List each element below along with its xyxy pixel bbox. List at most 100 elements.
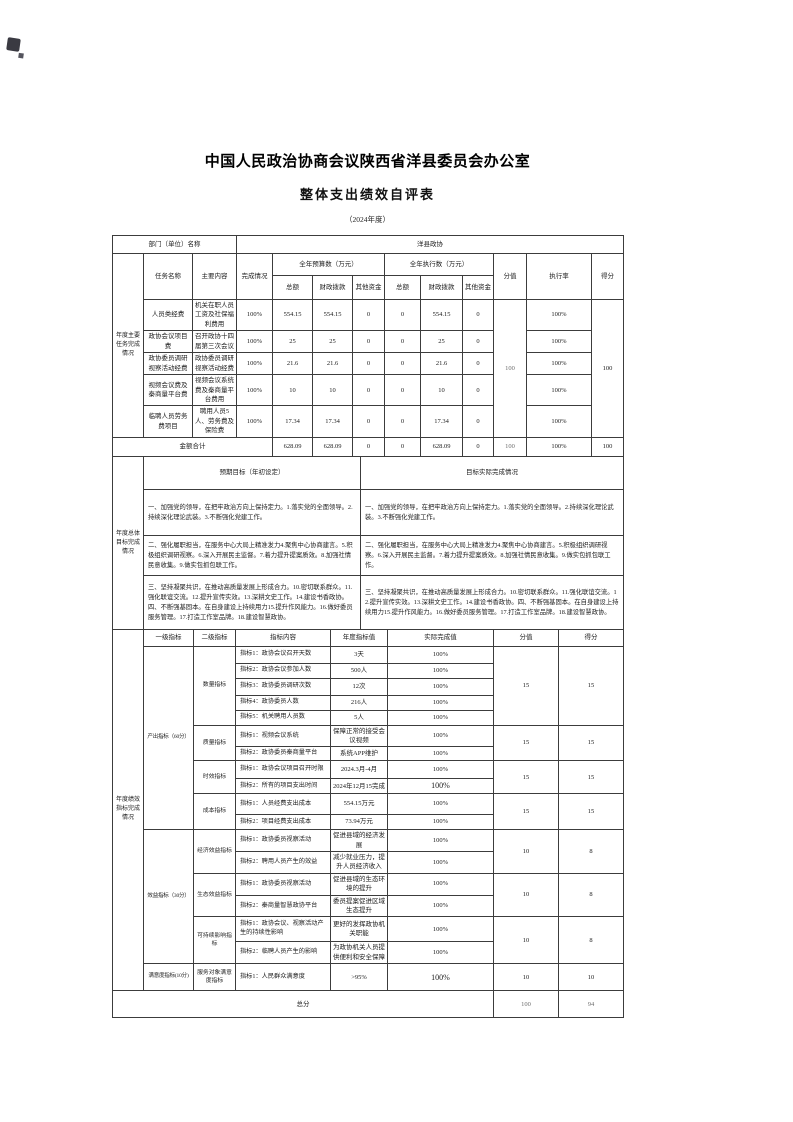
goals-header-row: 年度总体目标完成情况 预期目标（年初设定） 目标实际完成情况 <box>112 456 624 631</box>
task-name-cell: 临聘人员劳务费项目 <box>143 405 193 438</box>
indicator-actual-cell: 100% <box>387 724 494 748</box>
grand-total-score: 94 <box>558 990 624 1019</box>
expected-goal-text: 三、坚持凝聚共识，在推动高质量发展上形成合力。10.密切联系群众。11.强化联谊… <box>143 575 361 631</box>
task-completion-cell: 100% <box>236 352 273 376</box>
level2-ecological-benefit: 生态效益指标 <box>193 872 236 918</box>
section-label-goals: 年度总体目标完成情况 <box>112 456 144 631</box>
col-header-exec-rate: 执行率 <box>526 253 592 300</box>
indicator-actual-cell: 100% <box>387 894 494 918</box>
level2-service-satisfaction: 服务对象满意度指标 <box>193 963 236 992</box>
col-header-level1: 一级指标 <box>143 628 194 647</box>
actual-completion-text: 一、加强党的领导，在把牢政治方向上保持定力。1.落实党的全面领导。2.持续深化理… <box>360 489 624 537</box>
expected-goal-text: 一、加强党的领导，在把牢政治方向上保持定力。1.落实党的全面领导。2.持续深化理… <box>143 489 361 537</box>
col-header-exec-total: 总额 <box>384 275 421 300</box>
exec-total-cell: 0 <box>384 298 421 332</box>
indicator-actual-cell: 100% <box>387 645 494 664</box>
level2-cost-indicators: 成本指标 <box>193 793 236 831</box>
task-name-cell: 视频会议费及秦商量平台费 <box>143 374 193 407</box>
budget-other-cell: 0 <box>352 374 385 407</box>
exec-fiscal-cell: 628.09 <box>420 436 463 458</box>
task-row: 政协委员调研视察活动经费 政协委员调研视察活动经费 100% 21.6 21.6… <box>113 352 624 376</box>
indicator-actual-cell: 100% <box>387 916 494 943</box>
exec-rate-cell: 100% <box>526 405 592 438</box>
actual-completion-text: 二、强化履职担当，在服务中心大局上精准发力4.聚焦中心协商建言。5.积极组织调研… <box>360 535 624 577</box>
indicator-target-cell: >95% <box>330 963 388 992</box>
expected-goal-text: 二、强化履职担当，在服务中心大局上精准发力4.聚焦中心协商建言。5.积极组织调研… <box>143 535 361 577</box>
level1-output-indicators: 产出指标（60分） <box>143 645 194 831</box>
col-header-budget-group: 全年预算数（万元） <box>272 253 385 276</box>
budget-other-cell: 0 <box>352 352 385 376</box>
budget-total-cell: 10 <box>272 374 313 407</box>
indicator-content-cell: 指标2：所有的项目支出时间 <box>235 778 331 795</box>
task-name-cell: 政协委员调研视察活动经费 <box>143 352 193 376</box>
grand-total-row: 总分 100 94 <box>112 990 624 1019</box>
indicator-row: 效益指标（30分） 经济效益指标 指标1：政协委员视察活动 促进县域的经济发展 … <box>113 829 624 965</box>
tasks-total-label: 金额合计 <box>112 436 273 458</box>
indicators-table: 年度绩效指标完成情况 一级指标 二级指标 指标内容 年度指标值 实际完成值 分值… <box>112 628 624 1019</box>
score-value-cell: 10 <box>493 829 559 874</box>
indicator-target-cell: 216人 <box>330 694 388 711</box>
indicator-content-cell: 指标1：人民群众满意度 <box>235 963 331 992</box>
indicator-content-cell: 指标1：政协会议召开天数 <box>235 645 331 664</box>
task-row: 人员类经费 机关在职人员工资及社保福利费用 100% 554.15 554.15… <box>113 298 625 438</box>
indicator-content-cell: 指标2：聘用人员产生的效益 <box>235 850 331 874</box>
dept-row: 部门（单位）名称 洋县政协 <box>112 235 625 254</box>
exec-rate-cell: 100% <box>526 330 592 354</box>
task-content-cell: 召开政协十四届第三次会议 <box>192 330 237 354</box>
budget-total-cell: 628.09 <box>272 436 313 458</box>
indicator-content-cell: 指标4：政协委员人数 <box>235 694 331 711</box>
indicator-actual-cell: 100% <box>387 746 494 762</box>
indicator-content-cell: 指标1：视频会议系统 <box>235 724 331 748</box>
col-header-actual-value: 实际完成值 <box>387 628 494 647</box>
indicator-row: 产出指标（60分） 数量指标 指标1：政协会议召开天数 3天 100% 15 1… <box>113 645 624 831</box>
col-header-target-value: 年度指标值 <box>330 628 388 647</box>
exec-rate-cell: 100% <box>526 374 592 407</box>
indicator-target-cell: 为政协机关人员提供便利和安全保障 <box>330 941 388 965</box>
dept-name-value: 洋县政协 <box>235 235 625 254</box>
score-cell: 8 <box>558 829 624 874</box>
indicator-target-cell: 554.15万元 <box>330 793 388 816</box>
exec-other-cell: 0 <box>462 436 494 458</box>
task-content-cell: 机关在职人员工资及社保福利费用 <box>192 298 237 332</box>
indicator-target-cell: 更好的发挥政协机关职能 <box>330 916 388 943</box>
exec-fiscal-cell: 25 <box>420 330 463 354</box>
budget-fiscal-cell: 17.34 <box>312 405 353 438</box>
indicator-actual-cell: 100% <box>387 694 494 711</box>
budget-other-cell: 0 <box>352 405 385 438</box>
col-header-score: 得分 <box>558 628 624 647</box>
exec-other-cell: 0 <box>462 352 494 376</box>
goal-row: 二、强化履职担当，在服务中心大局上精准发力4.聚焦中心协商建言。5.积极组织调研… <box>113 535 624 577</box>
budget-total-cell: 554.15 <box>272 298 313 332</box>
score-cell: 15 <box>558 793 624 831</box>
indicator-actual-cell: 100% <box>387 829 494 852</box>
indicator-actual-cell: 100% <box>387 677 494 696</box>
dept-name-label: 部门（单位）名称 <box>112 235 237 254</box>
indicator-target-cell: 委员提案促进区域生态提升 <box>330 894 388 918</box>
indicator-content-cell: 指标2：政协委员秦商量平台 <box>235 746 331 762</box>
indicator-target-cell: 系统APP维护 <box>330 746 388 762</box>
task-completion-cell: 100% <box>236 374 273 407</box>
indicator-target-cell: 5人 <box>330 709 388 726</box>
tasks-total-score: 100 <box>590 436 625 458</box>
indicator-actual-cell: 100% <box>387 793 494 816</box>
col-header-completion: 完成情况 <box>236 253 273 300</box>
task-row: 政协会议项目费 召开政协十四届第三次会议 100% 25 25 0 0 25 0… <box>113 330 624 354</box>
exec-rate-cell: 100% <box>526 352 592 376</box>
org-title: 中国人民政治协商会议陕西省洋县委员会办公室 <box>204 153 531 170</box>
exec-fiscal-cell: 10 <box>420 374 463 407</box>
indicator-row: 指标2：聘用人员产生的效益 减少就业压力，提升人员经济收入 100% <box>113 850 624 874</box>
budget-fiscal-cell: 21.6 <box>312 352 353 376</box>
task-completion-cell: 100% <box>236 330 273 354</box>
indicator-target-cell: 3天 <box>330 645 388 664</box>
indicator-content-cell: 指标1：人员经费支出成本 <box>235 793 331 816</box>
indicator-actual-cell: 100% <box>387 963 494 992</box>
grand-total-label: 总分 <box>112 990 494 1019</box>
score-value-cell: 15 <box>493 724 559 762</box>
task-completion-cell: 100% <box>236 298 273 332</box>
goal-row: 一、加强党的领导，在把牢政治方向上保持定力。1.落实党的全面领导。2.持续深化理… <box>113 489 624 537</box>
section-label-indicators: 年度绩效指标完成情况 <box>112 628 144 992</box>
indicator-target-cell: 促进县域的经济发展 <box>330 829 388 852</box>
exec-total-cell: 0 <box>384 374 421 407</box>
col-header-score-value: 分值 <box>493 628 559 647</box>
exec-total-cell: 0 <box>384 405 421 438</box>
